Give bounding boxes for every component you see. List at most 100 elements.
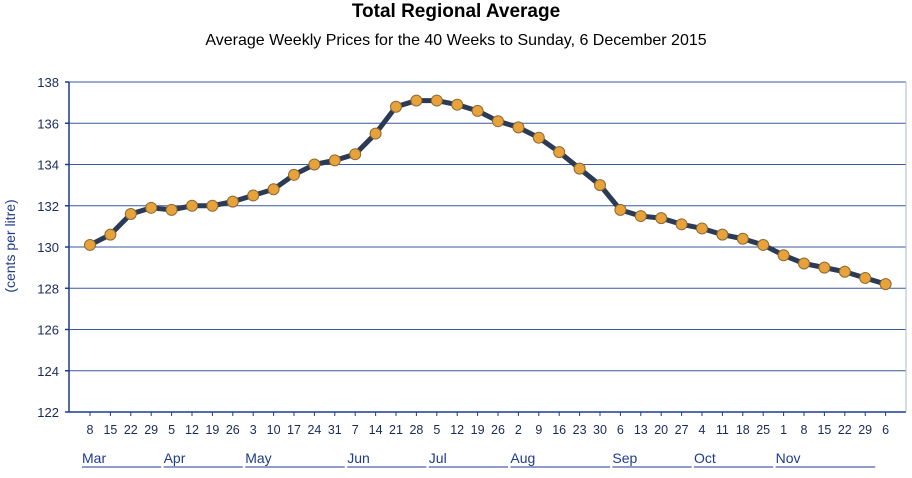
x-tick-label: 20 [654,423,668,437]
data-point [838,265,851,278]
y-tick-label: 126 [37,323,59,338]
month-label: Sep [612,450,637,466]
x-tick-label: 18 [736,423,750,437]
x-tick-label: 13 [634,423,648,437]
data-point [696,222,708,235]
data-point [614,203,627,216]
x-tick-label: 8 [801,423,808,437]
data-point [145,201,158,214]
series-line [87,98,889,287]
data-point [165,203,178,216]
data-point [349,148,362,161]
month-label: Apr [164,450,186,466]
data-point [226,195,239,208]
month-label: Aug [510,450,535,466]
data-point [369,127,382,140]
x-tick-label: 8 [87,423,94,437]
data-point [328,154,341,167]
month-label: Jul [429,450,447,466]
x-tick-label: 15 [817,423,831,437]
x-tick-label: 11 [716,423,729,437]
y-tick-label: 128 [37,281,59,296]
data-point [634,210,647,223]
y-tick-label: 130 [37,240,59,255]
grid-lines [69,81,906,372]
data-point [736,232,749,245]
x-tick-label: 22 [838,423,852,437]
x-tick-label: 6 [882,423,889,437]
data-point [84,238,96,251]
month-labels: Mar Apr May Jun Jul Aug Sep Oct Nov [82,450,876,468]
x-tick-label: 29 [858,423,872,437]
month-label: May [245,450,271,466]
x-tick-label: 15 [103,423,117,437]
x-tick-label: 7 [352,423,359,437]
x-tick-labels: 8 15 22 29 5 12 19 26 3 10 17 24 31 7 14 21 28 5 12 19 26 2 9 1… [87,423,890,437]
data-point [471,104,484,117]
data-point [267,183,280,196]
y-tick-labels: 122 124 126 128 130 132 134 136 138 [37,75,59,420]
x-tick-label: 5 [168,423,175,437]
x-tick-label: 29 [144,423,158,437]
x-tick-label: 1 [780,423,787,437]
data-point [818,261,831,274]
data-point [451,98,464,111]
x-tick-label: 31 [328,423,342,437]
x-tick-label: 30 [593,423,607,437]
data-point [532,131,545,144]
y-tick-label: 132 [37,199,59,214]
data-point [104,228,117,241]
x-tick-label: 12 [450,423,464,437]
data-point [492,115,504,128]
month-label: Nov [776,450,801,466]
x-tick-label: 23 [573,423,587,437]
x-tick-label: 9 [535,423,542,437]
x-tick-label: 21 [389,423,403,437]
data-point [390,100,402,113]
x-tick-label: 26 [226,423,240,437]
x-tick-label: 14 [369,423,383,437]
data-point [430,94,443,107]
x-tick-label: 6 [617,423,624,437]
x-tick-label: 19 [471,423,485,437]
x-tick-label: 4 [699,423,706,437]
data-point [594,179,606,192]
x-tick-label: 22 [124,423,138,437]
data-point [777,249,790,262]
data-point [798,257,810,270]
data-point [716,228,729,241]
chart-subtitle: Average Weekly Prices for the 40 Weeks t… [205,32,707,49]
data-point [124,208,137,220]
x-tick-label: 26 [491,423,505,437]
data-point [512,121,525,134]
data-point [879,278,892,291]
data-point [186,199,198,212]
x-tick-label: 16 [552,423,566,437]
x-tick-label: 12 [185,423,199,437]
x-tick-label: 27 [675,423,689,437]
y-tick-label: 124 [37,364,59,379]
y-axis-label: (cents per litre) [2,199,18,292]
data-point [573,162,586,175]
month-label: Jun [347,450,370,466]
data-point [410,94,423,107]
data-point [288,168,300,181]
data-point [553,146,566,159]
data-point [655,212,668,225]
y-tick-label: 138 [37,75,59,90]
chart-title: Total Regional Average [351,1,561,22]
series [84,94,892,291]
x-tick-label: 24 [307,423,321,437]
y-tick-label: 136 [37,116,59,131]
data-point [247,189,260,202]
x-tick-label: 10 [267,423,281,437]
x-tick-label: 5 [433,423,440,437]
month-label: Oct [694,450,716,466]
x-tick-label: 17 [287,423,301,437]
data-point [308,158,321,171]
data-point [859,271,872,284]
x-tick-label: 28 [409,423,423,437]
y-tick-label: 122 [37,405,59,420]
data-point [757,238,770,251]
y-tick-label: 134 [37,158,59,173]
